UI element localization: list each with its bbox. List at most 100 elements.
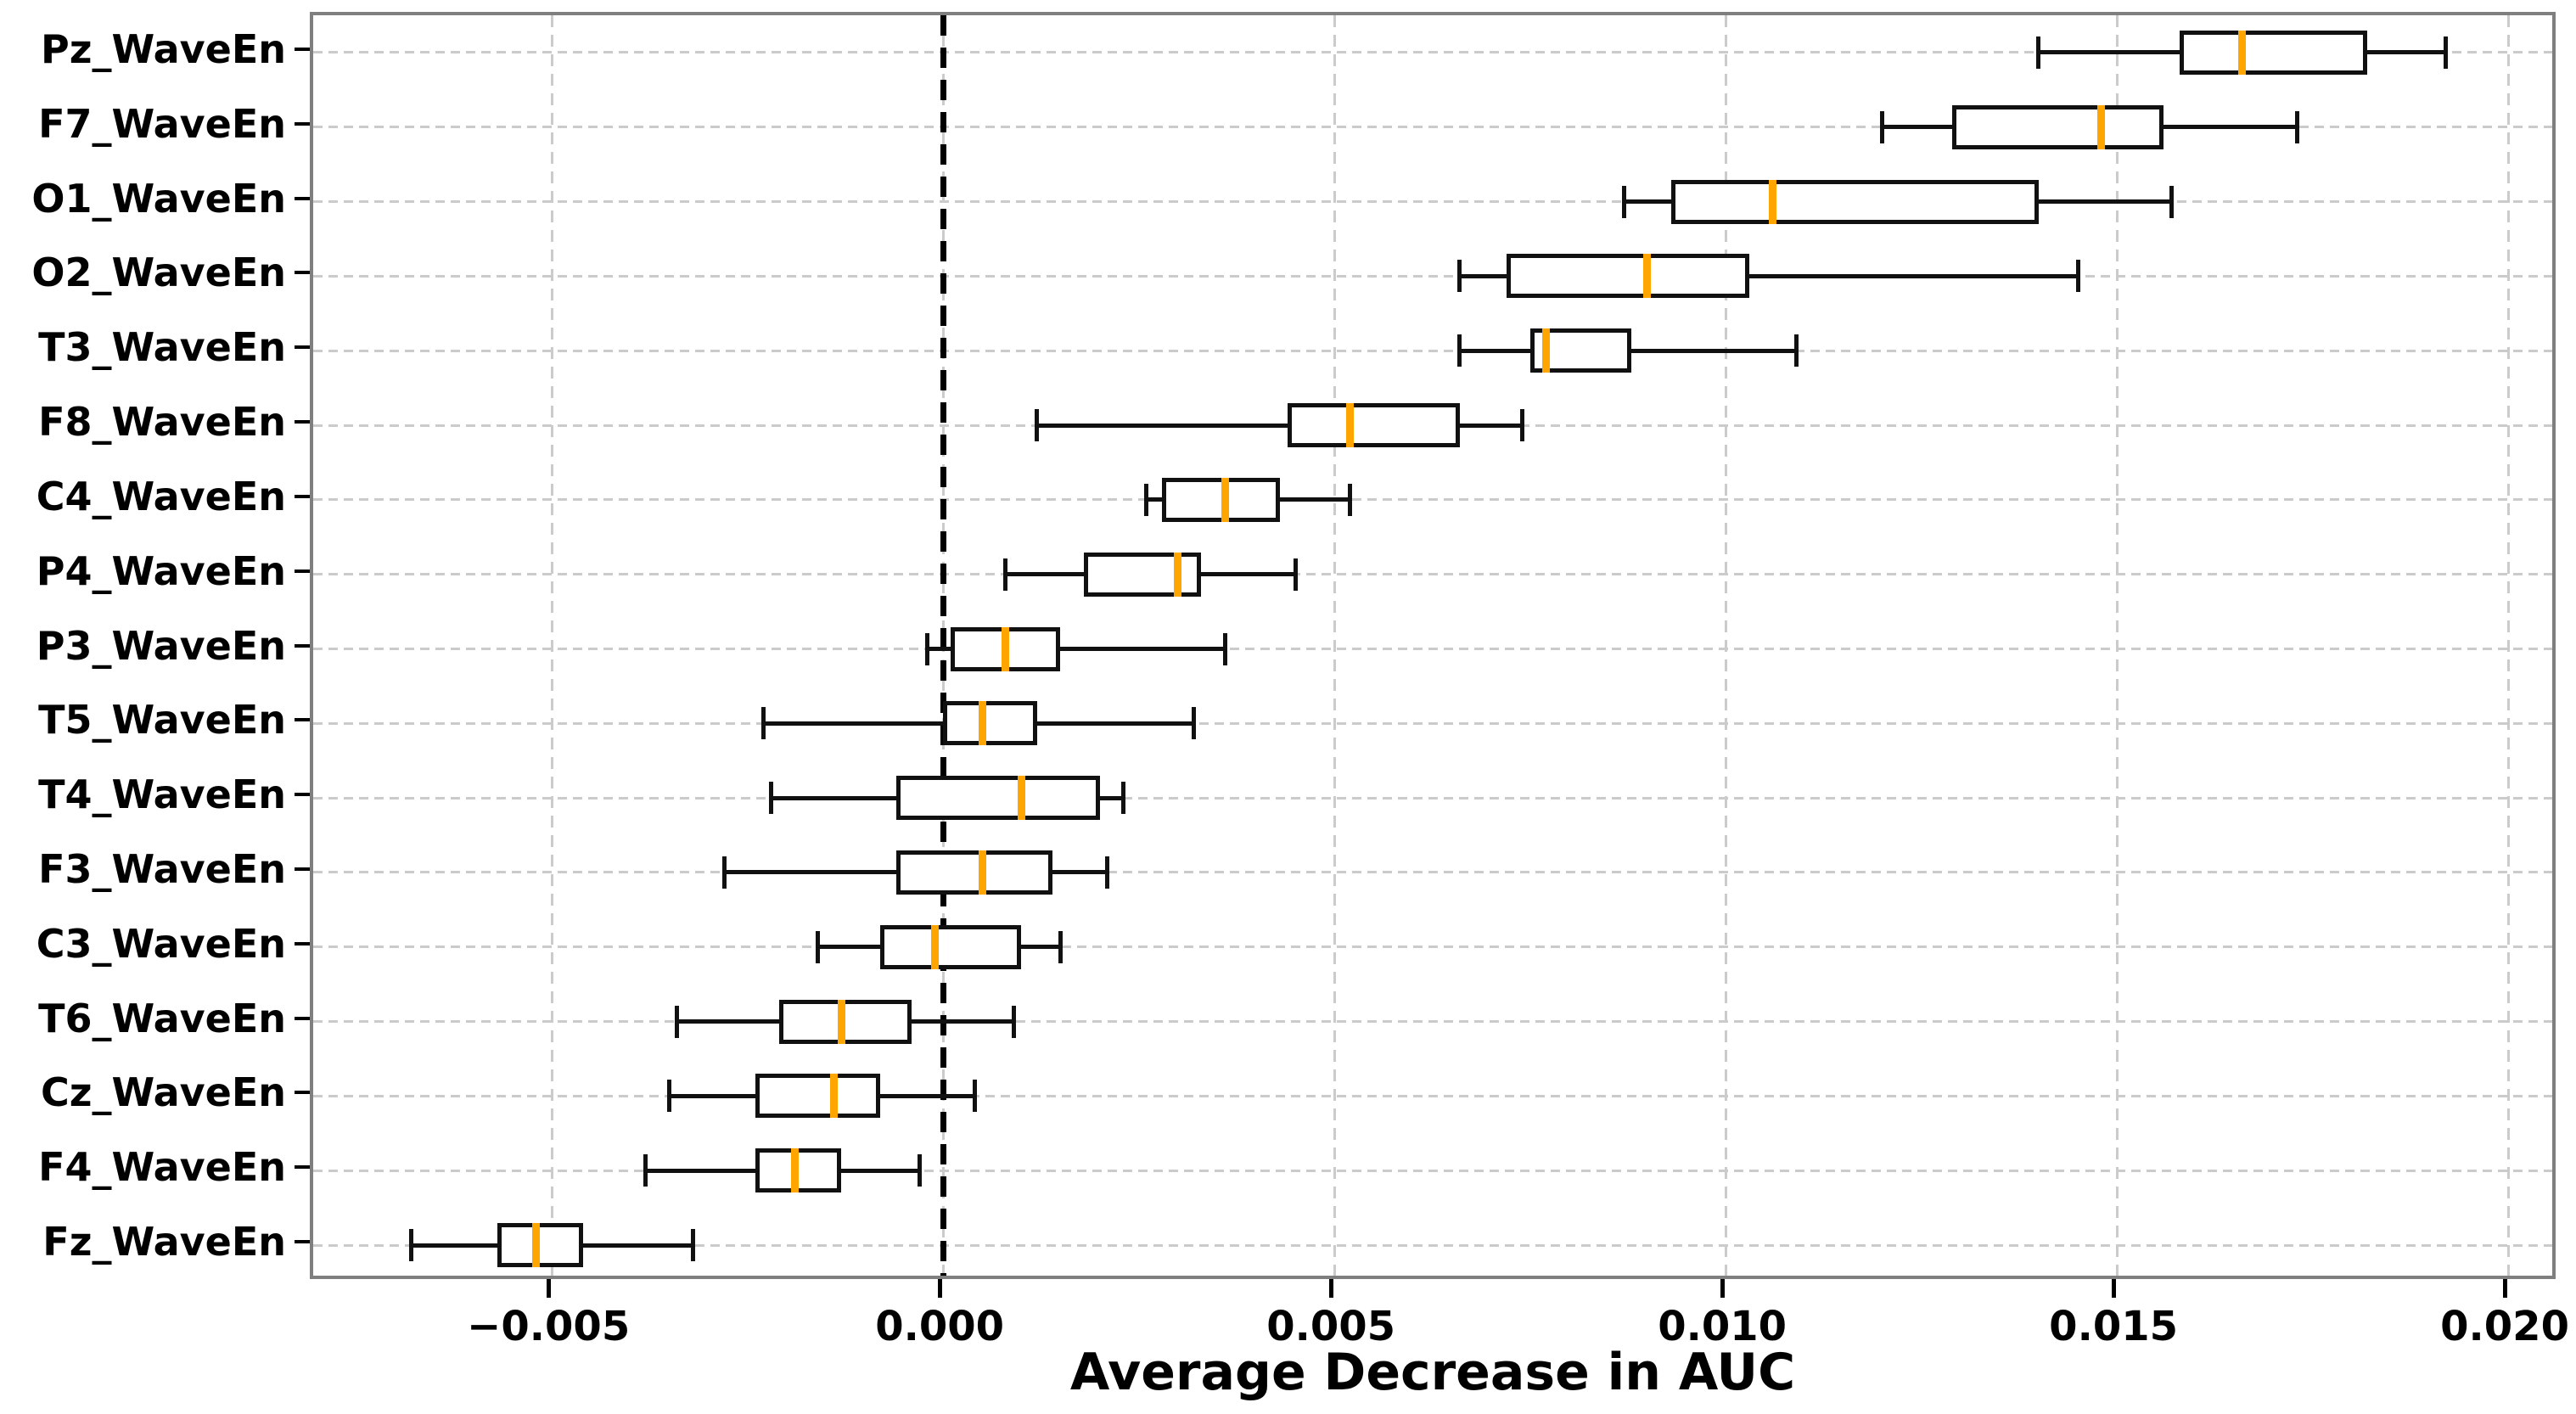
- whisker-cap-low: [1457, 334, 1462, 368]
- whisker-cap-low: [1880, 110, 1884, 143]
- y-gridline: [313, 721, 2552, 725]
- iqr-box: [1506, 254, 1749, 299]
- y-tick-label: Pz_WaveEn: [41, 25, 286, 72]
- median-line: [837, 999, 845, 1044]
- x-tick-label: 0.015: [2049, 1303, 2179, 1350]
- y-gridline: [313, 498, 2552, 502]
- whisker-cap-low: [666, 1080, 671, 1113]
- y-tick-label: F8_WaveEn: [38, 399, 286, 446]
- iqr-box: [2179, 30, 2368, 75]
- y-tick-mark: [295, 718, 310, 722]
- y-tick-label: Fz_WaveEn: [42, 1219, 286, 1265]
- x-gridline: [2115, 15, 2119, 1276]
- whisker-line: [927, 647, 1226, 651]
- y-tick-mark: [295, 867, 310, 871]
- whisker-cap-high: [1120, 782, 1125, 815]
- median-line: [2238, 30, 2247, 75]
- median-line: [790, 1148, 799, 1193]
- whisker-cap-high: [1058, 930, 1063, 963]
- iqr-box: [943, 701, 1037, 746]
- x-gridline: [1333, 15, 1336, 1276]
- y-tick-mark: [295, 793, 310, 797]
- whisker-cap-low: [1144, 483, 1149, 516]
- x-tick-mark: [1720, 1279, 1725, 1298]
- whisker-cap-low: [768, 782, 773, 815]
- whisker-cap-high: [1348, 483, 1353, 516]
- whisker-line: [1459, 273, 2078, 278]
- median-line: [978, 701, 986, 746]
- y-tick-label: P3_WaveEn: [36, 622, 286, 669]
- iqr-box: [497, 1223, 584, 1268]
- median-line: [1221, 477, 1229, 522]
- whisker-cap-high: [1105, 856, 1110, 889]
- whisker-cap-low: [721, 856, 727, 889]
- whisker-cap-low: [408, 1229, 413, 1262]
- x-axis-title: Average Decrease in AUC: [1069, 1343, 1796, 1402]
- whisker-cap-high: [2075, 260, 2080, 293]
- whisker-cap-low: [643, 1154, 648, 1187]
- y-tick-label: F3_WaveEn: [38, 845, 286, 892]
- whisker-cap-high: [1793, 334, 1799, 368]
- x-gridline: [2506, 15, 2510, 1276]
- y-gridline: [313, 573, 2552, 576]
- y-tick-mark: [295, 271, 310, 275]
- whisker-cap-high: [2294, 110, 2299, 143]
- iqr-box: [1162, 477, 1280, 522]
- median-line: [1768, 179, 1776, 224]
- y-gridline: [313, 1169, 2552, 1172]
- y-gridline: [313, 126, 2552, 129]
- y-gridline: [313, 274, 2552, 278]
- median-line: [532, 1223, 541, 1268]
- y-tick-label: F7_WaveEn: [38, 100, 286, 147]
- y-tick-mark: [295, 494, 310, 498]
- whisker-cap-low: [925, 632, 930, 665]
- y-gridline: [313, 796, 2552, 800]
- y-tick-label: C3_WaveEn: [36, 920, 286, 967]
- x-tick-mark: [546, 1279, 551, 1298]
- iqr-box: [755, 1074, 881, 1119]
- median-line: [1643, 254, 1652, 299]
- x-gridline: [1724, 15, 1727, 1276]
- y-gridline: [313, 51, 2552, 54]
- x-tick-mark: [2111, 1279, 2116, 1298]
- iqr-box: [1287, 403, 1460, 448]
- whisker-cap-low: [1457, 260, 1462, 293]
- median-line: [931, 924, 940, 969]
- y-tick-label: T3_WaveEn: [38, 324, 286, 371]
- whisker-cap-low: [816, 930, 821, 963]
- y-tick-mark: [295, 1240, 310, 1244]
- median-line: [1174, 552, 1182, 597]
- whisker-cap-high: [1191, 707, 1196, 740]
- y-tick-mark: [295, 1165, 310, 1170]
- whisker-cap-high: [690, 1229, 695, 1262]
- whisker-cap-high: [972, 1080, 977, 1113]
- x-tick-label: 0.010: [1658, 1303, 1787, 1350]
- whisker-cap-high: [1011, 1005, 1016, 1038]
- median-line: [1541, 328, 1550, 373]
- x-tick-label: 0.005: [1266, 1303, 1396, 1350]
- y-gridline: [313, 1243, 2552, 1247]
- iqr-box: [778, 999, 912, 1044]
- y-tick-mark: [295, 47, 310, 51]
- y-tick-label: T4_WaveEn: [38, 772, 286, 818]
- y-tick-label: F4_WaveEn: [38, 1144, 286, 1191]
- iqr-box: [1670, 179, 2039, 224]
- y-tick-label: O2_WaveEn: [31, 250, 286, 296]
- x-gridline: [550, 15, 553, 1276]
- y-gridline: [313, 1094, 2552, 1097]
- iqr-box: [1952, 104, 2164, 149]
- x-tick-mark: [937, 1279, 942, 1298]
- whisker-line: [1036, 423, 1523, 428]
- median-line: [978, 850, 986, 895]
- y-tick-label: P4_WaveEn: [36, 547, 286, 594]
- y-tick-label: T6_WaveEn: [38, 995, 286, 1041]
- y-tick-mark: [295, 420, 310, 424]
- y-tick-mark: [295, 643, 310, 648]
- whisker-cap-high: [2169, 185, 2175, 218]
- whisker-cap-low: [1621, 185, 1626, 218]
- iqr-box: [1084, 552, 1202, 597]
- whisker-cap-low: [1003, 558, 1008, 591]
- whisker-cap-high: [1222, 632, 1227, 665]
- whisker-cap-low: [675, 1005, 680, 1038]
